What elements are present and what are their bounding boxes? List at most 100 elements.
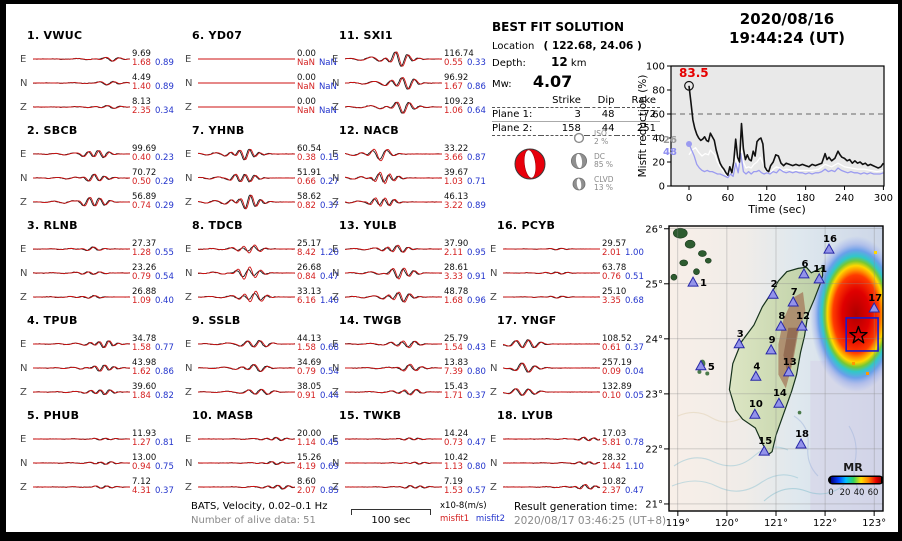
iso-label: ISO — [594, 128, 607, 138]
waveform-trace — [503, 483, 600, 490]
misfit2-value: 0.89 — [154, 58, 174, 68]
misfit1-value: 0.38 — [297, 153, 316, 163]
misfit1-value: NaN — [297, 82, 315, 92]
station-block-LYUB: 18. LYUB E 17.03 5.81 0.78 N 28.32 1.44 1.10 Z 10.… — [486, 409, 652, 504]
misfit1-value: 0.50 — [132, 177, 151, 187]
waveform-trace — [503, 388, 600, 396]
trace-row-YNGF-N: N 257.19 0.09 0.04 — [486, 356, 652, 380]
svg-text:60: 60 — [722, 193, 735, 204]
svg-text:83.5: 83.5 — [679, 66, 709, 80]
trace-values: 23.26 0.79 0.54 — [132, 263, 180, 283]
component-label: N — [332, 77, 340, 89]
component-label: Z — [185, 196, 192, 208]
peak-amplitude: 28.61 — [444, 262, 469, 273]
station-title: 18. LYUB — [497, 409, 554, 422]
trace-values: 132.89 0.10 0.05 — [602, 382, 650, 402]
trace-values: 48.78 1.68 0.96 — [444, 287, 492, 307]
trace-values: 4.49 1.40 0.89 — [132, 73, 180, 93]
peak-amplitude: 25.10 — [602, 286, 627, 297]
trace-values: 13.83 7.39 0.80 — [444, 358, 492, 378]
station-block-MASB: 10. MASB E 20.00 1.14 0.45 N 15.26 4.19 0.69 Z 8.6… — [181, 409, 347, 504]
trace-row-RLNB-Z: Z 26.88 1.09 0.40 — [16, 285, 182, 309]
plane2-strike: 158 — [561, 123, 581, 134]
waveform-trace — [33, 173, 130, 182]
trace-row-YHNB-Z: Z 58.62 0.82 0.37 — [181, 190, 347, 214]
misfit1-value: 7.39 — [444, 367, 463, 377]
component-label: N — [185, 77, 193, 89]
mechanism-block: ISO 2 % DC 85 % CLVD 13 % — [492, 129, 660, 212]
misfit1-value: 6.16 — [297, 296, 316, 306]
station-marker-17 — [868, 301, 881, 313]
peak-amplitude: 7.19 — [444, 476, 463, 487]
peak-amplitude: 25.79 — [444, 333, 469, 344]
component-label: E — [332, 243, 339, 255]
trace-row-MASB-N: N 15.26 4.19 0.69 — [181, 451, 347, 475]
waveform-trace — [198, 173, 295, 183]
misfit2-value: 1.40 — [319, 296, 339, 306]
peak-amplitude: 34.69 — [297, 357, 322, 368]
station-title: 11. SXI1 — [339, 29, 393, 42]
misfit1-value: 8.42 — [297, 248, 316, 258]
component-label: E — [490, 338, 497, 350]
misfit2-value: 0.87 — [466, 153, 486, 163]
plane2-rake: 251 — [636, 123, 656, 134]
peak-amplitude: 109.23 — [444, 96, 474, 107]
peak-amplitude: 20.00 — [297, 428, 322, 439]
misfit2-value: 0.86 — [154, 367, 174, 377]
peak-amplitude: 33.22 — [444, 143, 469, 154]
waveform-trace — [345, 51, 442, 68]
peak-amplitude: 14.24 — [444, 428, 469, 439]
waveform-trace — [33, 485, 130, 489]
origin-time-header: 2020/08/16 19:44:24 (UT) — [694, 10, 880, 48]
peak-amplitude: 10.42 — [444, 452, 469, 463]
trace-values: 51.91 0.66 0.27 — [297, 168, 345, 188]
trace-row-TDCB-Z: Z 33.13 6.16 1.40 — [181, 285, 347, 309]
station-marker-5 — [695, 359, 707, 371]
misfit1-value: 0.40 — [132, 153, 151, 163]
misfit1-value: 1.71 — [444, 391, 463, 401]
waveform-trace — [503, 271, 600, 275]
misfit2-value: 0.04 — [624, 367, 644, 377]
station-block-SXI1: 11. SXI1 E 116.74 0.55 0.33 N 96.92 1.67 0.86 Z 10… — [328, 29, 494, 124]
station-number-label: 13 — [783, 357, 797, 368]
location-value: ( 122.68, 24.06 ) — [543, 40, 642, 52]
misfit1-value: 1.14 — [297, 438, 316, 448]
station-number-label: 14 — [773, 388, 787, 399]
peak-amplitude: 17.03 — [602, 428, 627, 439]
waveform-trace — [198, 339, 295, 348]
dc-label: DC — [594, 151, 606, 161]
misfit1-value: 1.13 — [444, 462, 463, 472]
origin-date: 2020/08/16 — [739, 10, 835, 28]
misfit2-value: 0.80 — [466, 367, 486, 377]
peak-amplitude: 9.69 — [132, 48, 151, 59]
trace-values: 33.13 6.16 1.40 — [297, 287, 345, 307]
component-label: E — [20, 148, 27, 160]
misfit2-value: 0.85 — [319, 486, 339, 496]
station-number-label: 15 — [758, 436, 772, 447]
station-marker-14 — [773, 397, 785, 408]
dc-pct: 85 % — [594, 159, 614, 169]
component-label: Z — [20, 196, 27, 208]
waveform-trace — [33, 56, 130, 62]
trace-values: 27.37 1.28 0.55 — [132, 239, 180, 259]
svg-text:100: 100 — [646, 62, 665, 73]
trace-values: 17.03 5.81 0.78 — [602, 428, 650, 449]
station-block-YHNB: 7. YHNB E 60.54 0.38 0.13 N 51.91 0.66 0.27 Z 58.6… — [181, 124, 347, 219]
misfit1-value: 0.91 — [297, 391, 316, 401]
station-marker-16 — [823, 243, 835, 254]
mw-value: 4.07 — [532, 72, 573, 91]
misfit1-value: 1.53 — [444, 486, 463, 496]
station-number-label: 1 — [700, 278, 707, 289]
waveform-trace — [33, 150, 130, 159]
trace-values: 33.22 3.66 0.87 — [444, 143, 492, 164]
svg-text:0: 0 — [659, 182, 665, 193]
peak-amplitude: 43.98 — [132, 357, 157, 368]
trace-row-YHNB-E: E 60.54 0.38 0.13 — [181, 142, 347, 166]
misfit1-value: 3.35 — [602, 296, 621, 306]
station-title: 9. SSLB — [192, 314, 241, 327]
component-label: N — [185, 457, 193, 469]
svg-text:300: 300 — [874, 193, 893, 204]
trace-row-NACB-Z: Z 46.13 3.22 0.89 — [328, 190, 494, 214]
svg-text:60: 60 — [652, 110, 665, 121]
station-block-SBCB: 2. SBCB E 99.69 0.40 0.23 N 70.72 0.50 0.29 Z 56.8… — [16, 124, 182, 219]
